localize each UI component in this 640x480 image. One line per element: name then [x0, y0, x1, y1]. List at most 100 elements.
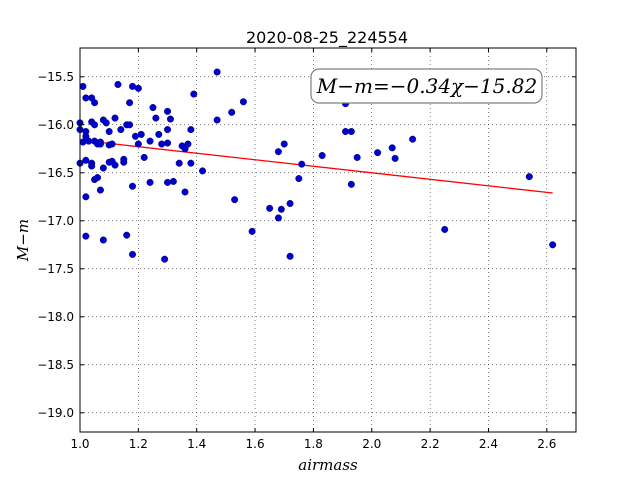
y-tick-label: −17.0 — [37, 214, 74, 228]
data-point — [111, 161, 119, 169]
fit-equation-label: M−m=−0.34χ−15.82 — [316, 74, 537, 98]
fit-line — [79, 139, 553, 194]
data-point — [79, 82, 87, 90]
data-point — [96, 140, 104, 148]
data-point — [88, 162, 96, 170]
data-point — [105, 128, 113, 136]
data-point — [85, 137, 93, 145]
data-point — [96, 186, 104, 194]
data-point — [286, 200, 294, 208]
data-point — [99, 236, 107, 244]
data-point — [129, 250, 137, 258]
data-point — [169, 177, 177, 185]
data-point — [187, 126, 195, 134]
data-point — [117, 126, 125, 134]
data-point — [342, 128, 350, 136]
data-point — [248, 227, 256, 235]
data-point — [239, 98, 247, 106]
data-point — [126, 99, 134, 107]
data-point — [231, 196, 239, 204]
data-point — [155, 130, 163, 138]
y-tick-label: −16.0 — [37, 118, 74, 132]
data-point — [388, 144, 396, 152]
x-tick-label: 2.4 — [479, 437, 498, 451]
plot-frame — [79, 47, 577, 433]
y-tick-label: −16.5 — [37, 166, 74, 180]
data-point — [347, 180, 355, 188]
data-point — [391, 154, 399, 162]
data-point — [525, 173, 533, 181]
data-point — [181, 188, 189, 196]
data-point — [274, 148, 282, 156]
y-tick-label: −15.5 — [37, 70, 74, 84]
data-point — [82, 232, 90, 240]
data-point — [129, 182, 137, 190]
data-point — [137, 130, 145, 138]
data-point — [149, 104, 157, 112]
data-point — [298, 160, 306, 168]
x-tick-label: 2.6 — [537, 437, 556, 451]
data-point — [94, 174, 102, 182]
data-point — [347, 128, 355, 136]
data-point — [184, 140, 192, 148]
data-point — [111, 114, 119, 122]
data-point — [277, 205, 285, 213]
data-point — [409, 135, 417, 143]
axis-ticks: 1.0 1.2 1.4 1.6 1.8 2.0 2.2 2.4 2.6 −15.5 −16.0 −16… — [37, 48, 576, 451]
data-point — [353, 153, 361, 161]
x-axis-label: airmass — [298, 456, 358, 474]
x-tick-label: 1.6 — [246, 437, 265, 451]
x-tick-label: 1.0 — [70, 437, 89, 451]
data-point — [441, 225, 449, 233]
x-tick-label: 2.0 — [362, 437, 381, 451]
data-point — [161, 255, 169, 263]
data-point — [213, 116, 221, 124]
data-point — [274, 214, 282, 222]
data-point — [166, 115, 174, 123]
data-point — [549, 241, 557, 249]
x-tick-label: 2.2 — [421, 437, 440, 451]
data-point — [91, 99, 99, 107]
x-tick-label: 1.8 — [304, 437, 323, 451]
data-point — [164, 126, 172, 134]
x-tick-label: 1.4 — [187, 437, 206, 451]
data-point — [374, 149, 382, 157]
data-point — [164, 107, 172, 115]
data-point — [108, 140, 116, 148]
data-point — [187, 159, 195, 167]
data-point — [126, 121, 134, 129]
data-point — [114, 80, 122, 88]
data-points — [76, 68, 557, 263]
data-point — [190, 90, 198, 98]
data-point — [146, 137, 154, 145]
data-point — [164, 178, 172, 186]
data-point — [134, 140, 142, 148]
fit-line-group — [79, 139, 553, 194]
data-point — [134, 84, 142, 92]
y-tick-label: −18.0 — [37, 310, 74, 324]
y-tick-label: −17.5 — [37, 262, 74, 276]
data-point — [146, 178, 154, 186]
data-point — [102, 119, 110, 127]
data-point — [280, 140, 288, 148]
y-tick-label: −18.5 — [37, 358, 74, 372]
data-point — [158, 140, 166, 148]
data-point — [164, 139, 172, 147]
data-point — [318, 152, 326, 160]
y-tick-label: −19.0 — [37, 406, 74, 420]
data-point — [99, 164, 107, 172]
data-point — [140, 153, 148, 161]
data-point — [129, 82, 137, 90]
data-point — [123, 231, 131, 239]
data-point — [131, 132, 139, 140]
data-point — [199, 167, 207, 175]
data-point — [82, 94, 90, 102]
y-axis-label: M−m — [14, 219, 32, 262]
x-tick-label: 1.2 — [129, 437, 148, 451]
data-point — [286, 252, 294, 260]
data-point — [266, 204, 274, 212]
data-point — [228, 108, 236, 116]
data-point — [152, 114, 160, 122]
data-point — [91, 121, 99, 129]
